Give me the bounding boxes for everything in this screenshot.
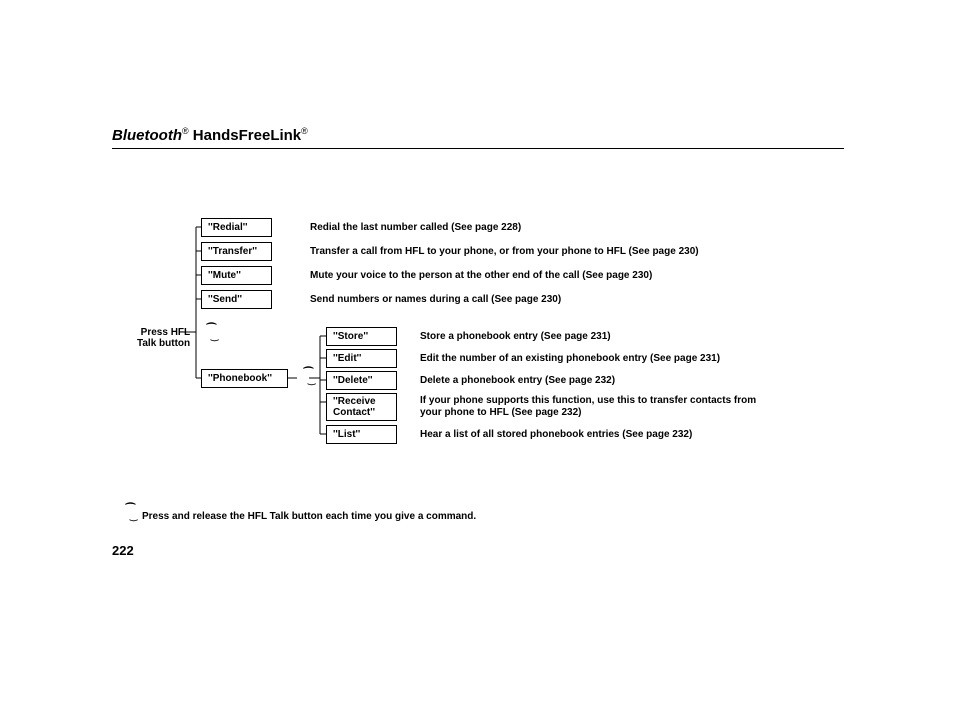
root-label: Press HFLTalk button	[137, 327, 190, 349]
command-box-top-3: ''Send''	[201, 290, 272, 309]
page-number: 222	[112, 543, 134, 558]
command-desc-pb-1: Edit the number of an existing phonebook…	[420, 353, 720, 365]
title-reg1: ®	[182, 126, 189, 136]
command-desc-pb-3: If your phone supports this function, us…	[420, 395, 780, 419]
command-box-pb-4: ''List''	[326, 425, 397, 444]
command-desc-pb-0: Store a phonebook entry (See page 231)	[420, 331, 611, 343]
command-box-top-2: ''Mute''	[201, 266, 272, 285]
command-desc-top-1: Transfer a call from HFL to your phone, …	[310, 246, 699, 258]
command-desc-top-3: Send numbers or names during a call (See…	[310, 294, 561, 306]
command-box-top-1: ''Transfer''	[201, 242, 272, 261]
command-desc-top-2: Mute your voice to the person at the oth…	[310, 270, 652, 282]
command-desc-pb-2: Delete a phonebook entry (See page 232)	[420, 375, 615, 387]
talk-icon: ⁀‿	[207, 326, 218, 340]
footnote-text: Press and release the HFL Talk button ea…	[142, 511, 476, 522]
title-rule	[112, 148, 844, 149]
talk-icon: ⁀‿	[304, 370, 315, 384]
talk-icon: ⁀‿	[126, 506, 137, 520]
command-box-pb-0: ''Store''	[326, 327, 397, 346]
command-box-pb-3: ''Receive Contact''	[326, 393, 397, 421]
command-desc-top-0: Redial the last number called (See page …	[310, 222, 521, 234]
title-hfl: HandsFreeLink	[189, 127, 302, 144]
command-box-top-0: ''Redial''	[201, 218, 272, 237]
command-box-phonebook: ''Phonebook''	[201, 369, 288, 388]
title-reg2: ®	[301, 126, 308, 136]
page-title: Bluetooth® HandsFreeLink®	[112, 126, 308, 144]
command-box-pb-1: ''Edit''	[326, 349, 397, 368]
title-bluetooth: Bluetooth	[112, 127, 182, 144]
command-desc-pb-4: Hear a list of all stored phonebook entr…	[420, 429, 692, 441]
command-box-pb-2: ''Delete''	[326, 371, 397, 390]
